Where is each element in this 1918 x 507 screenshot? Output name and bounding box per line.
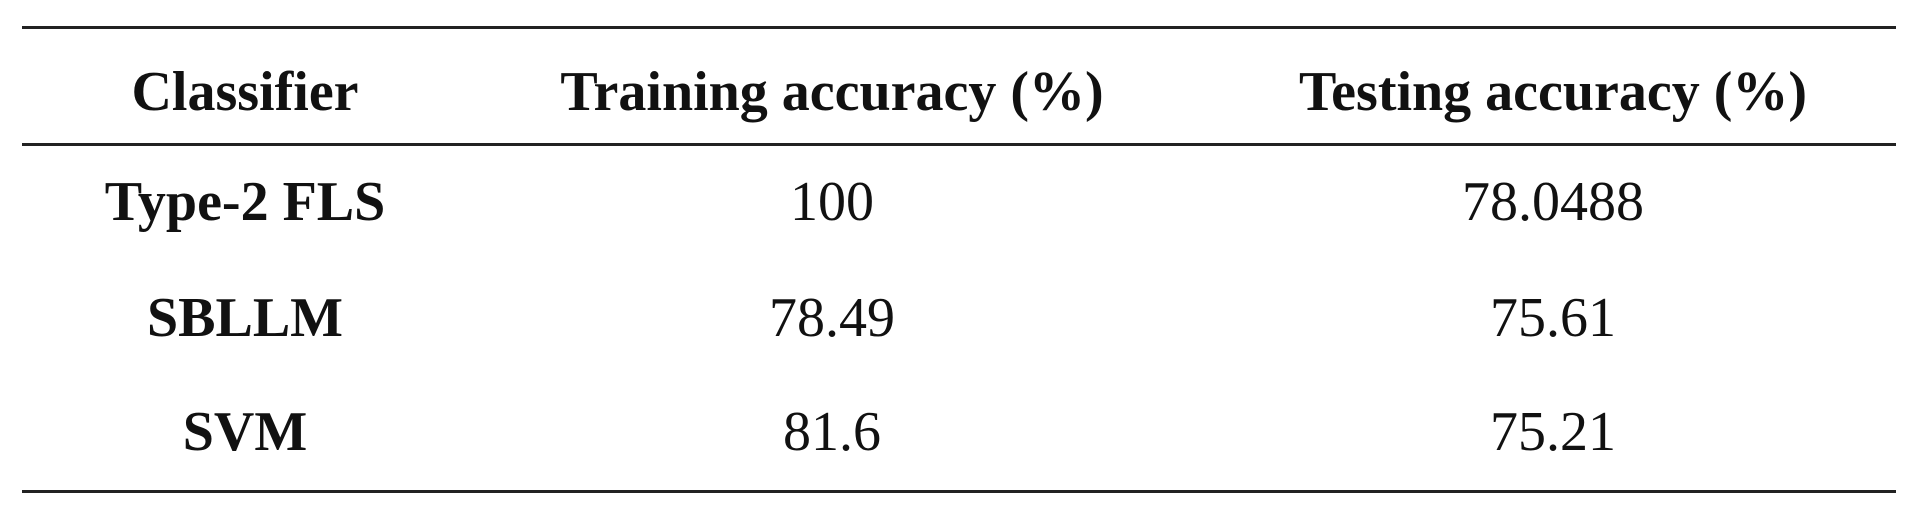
header-cell: Classifier	[131, 61, 359, 123]
cell: 100	[790, 171, 874, 233]
header-cell: Training accuracy (%)	[560, 61, 1104, 123]
bottom-rule	[22, 490, 1896, 493]
cell: 75.21	[1490, 401, 1616, 463]
cell: 75.61	[1490, 287, 1616, 349]
row-label: SBLLM	[146, 287, 344, 349]
cell: 78.0488	[1462, 171, 1644, 233]
row-label: Type-2 FLS	[104, 171, 386, 233]
header-rule	[22, 143, 1896, 146]
row-label: SVM	[182, 401, 308, 463]
cell: 81.6	[783, 401, 881, 463]
cell: 78.49	[769, 287, 895, 349]
top-rule	[22, 26, 1896, 29]
header-cell: Testing accuracy (%)	[1298, 61, 1808, 123]
